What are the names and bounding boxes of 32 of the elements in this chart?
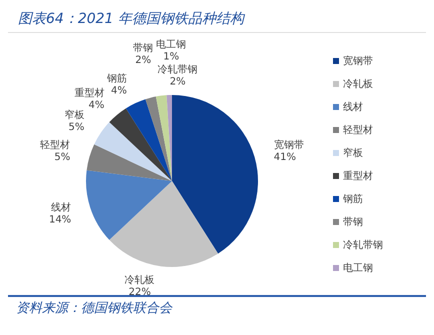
data-label: 4% xyxy=(110,86,127,97)
legend-label: 电工钢 xyxy=(343,262,373,274)
data-label: 14% xyxy=(48,214,72,226)
slice-label: 冷轧板 xyxy=(124,274,155,286)
data-label: 5% xyxy=(68,122,84,134)
legend-label: 冷轧板 xyxy=(343,78,373,90)
data-label: 41% xyxy=(274,152,296,164)
data-label: 2% xyxy=(135,54,152,66)
data-label: 2% xyxy=(170,76,186,88)
slice-label: 窄板 xyxy=(64,109,84,122)
slice-label: 冷轧带钢 xyxy=(158,63,198,76)
legend-label: 线材 xyxy=(343,100,363,114)
legend-label: 钢筋 xyxy=(343,192,363,206)
slice-label: 带钢 xyxy=(133,42,154,54)
slice-label: 线材 xyxy=(51,201,72,214)
slice-label: 电工钢 xyxy=(156,38,186,51)
legend-label: 冷轧带钢 xyxy=(343,238,383,252)
text: 资料来源：德国钢铁联合会 xyxy=(16,300,174,317)
legend-label: 轻型材 xyxy=(343,124,373,136)
legend-label: 窄板 xyxy=(343,146,363,160)
data-label: 5% xyxy=(54,152,70,164)
data-label: 1% xyxy=(163,52,180,63)
legend-label: 重型材 xyxy=(343,170,373,182)
slice-label: 轻型材 xyxy=(40,139,70,152)
data-label: 22% xyxy=(128,286,151,298)
slice-label: 宽钢带 xyxy=(274,139,304,152)
chart-title: 图表64：2021 年德国钢铁品种结构 xyxy=(8,8,426,33)
legend-label: 带钢 xyxy=(343,216,363,228)
data-label: 4% xyxy=(88,100,104,111)
slice-label: 钢筋 xyxy=(106,72,127,85)
legend-label: 宽钢带 xyxy=(343,54,373,68)
slice-label: 重型材 xyxy=(74,86,104,99)
